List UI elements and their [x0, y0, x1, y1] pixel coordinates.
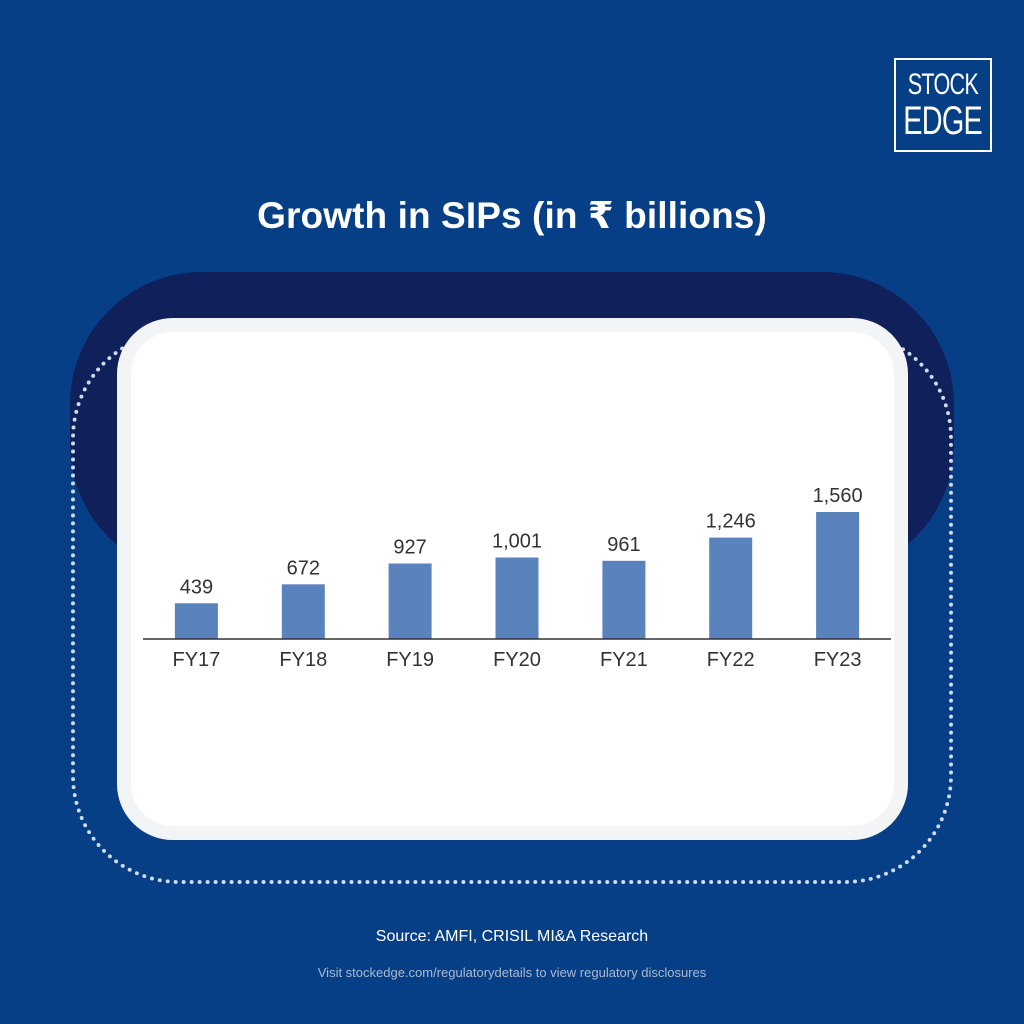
value-label-fy17: 439 — [180, 576, 213, 598]
value-label-fy21: 961 — [607, 534, 640, 556]
tick-label-fy19: FY19 — [386, 649, 434, 671]
bar-fy17 — [174, 603, 218, 639]
bar-fy23 — [816, 512, 860, 639]
source-note: Source: AMFI, CRISIL MI&A Research — [375, 928, 649, 945]
tick-label-fy21: FY21 — [600, 649, 648, 671]
x-tick-labels: FY17 FY18 FY19 FY20 FY21 FY22 FY23 — [172, 649, 861, 671]
tick-label-fy18: FY18 — [279, 649, 327, 671]
value-label-fy23: 1,560 — [813, 485, 863, 507]
bars — [174, 512, 860, 639]
bar-fy21 — [602, 560, 646, 639]
chart-panel: 439 672 927 1,001 961 1,246 1,560 FY17 FY18 FY19… — [117, 318, 908, 840]
bar-fy19 — [388, 563, 432, 639]
value-label-fy22: 1,246 — [706, 511, 756, 533]
value-label-fy19: 927 — [393, 537, 426, 559]
value-label-fy18: 672 — [287, 557, 320, 579]
bar-fy20 — [495, 557, 539, 639]
tick-label-fy20: FY20 — [493, 649, 541, 671]
logo-line-stock: STOCK — [907, 67, 979, 101]
bar-fy22 — [709, 537, 753, 639]
value-label-fy20: 1,001 — [492, 531, 542, 553]
tick-label-fy22: FY22 — [707, 649, 755, 671]
value-labels: 439 672 927 1,001 961 1,246 1,560 — [180, 485, 863, 598]
logo-line-edge: EDGE — [903, 98, 983, 143]
stockedge-logo: STOCK EDGE — [894, 58, 992, 152]
chart-title: Growth in SIPs (in ₹ billions) — [257, 195, 767, 236]
tick-label-fy23: FY23 — [814, 649, 862, 671]
tick-label-fy17: FY17 — [172, 649, 220, 671]
bar-chart: 439 672 927 1,001 961 1,246 1,560 FY17 FY18 FY19… — [143, 485, 891, 671]
bar-fy18 — [281, 584, 325, 639]
regulatory-disclaimer: Visit stockedge.com/regulatorydetails to… — [317, 965, 707, 980]
